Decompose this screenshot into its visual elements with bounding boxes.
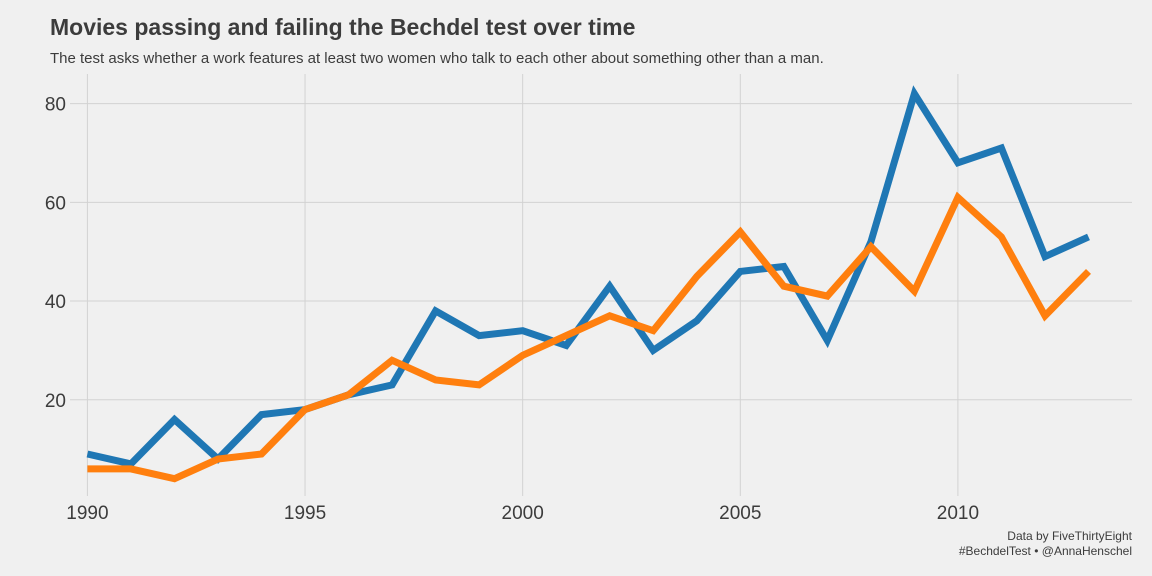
x-tick-label: 1990	[66, 503, 108, 524]
y-tick-label: 60	[45, 193, 66, 214]
x-tick-label: 2010	[937, 503, 979, 524]
y-tick-label: 20	[45, 391, 66, 412]
series-line-1	[86, 85, 1090, 468]
tick-labels: 20 40 60 80 1990 1995 2000 2005 2010	[45, 95, 979, 524]
y-tick-label: 80	[45, 95, 66, 116]
caption-hashtag: #BechdelTest • @AnnaHenschel	[958, 544, 1132, 558]
x-tick-label: 2005	[719, 503, 761, 524]
series-line-2	[87, 191, 1092, 483]
caption: Data by FiveThirtyEight #BechdelTest • @…	[959, 529, 1132, 559]
y-tick-label: 40	[45, 292, 66, 313]
caption-source: Data by FiveThirtyEight	[1007, 529, 1132, 543]
series-lines	[86, 85, 1092, 483]
x-tick-label: 2000	[502, 503, 544, 524]
chart-title: Movies passing and failing the Bechdel t…	[50, 14, 636, 40]
chart-subtitle: The test asks whether a work features at…	[50, 50, 824, 67]
grid-lines	[70, 74, 1132, 496]
x-tick-label: 1995	[284, 503, 326, 524]
